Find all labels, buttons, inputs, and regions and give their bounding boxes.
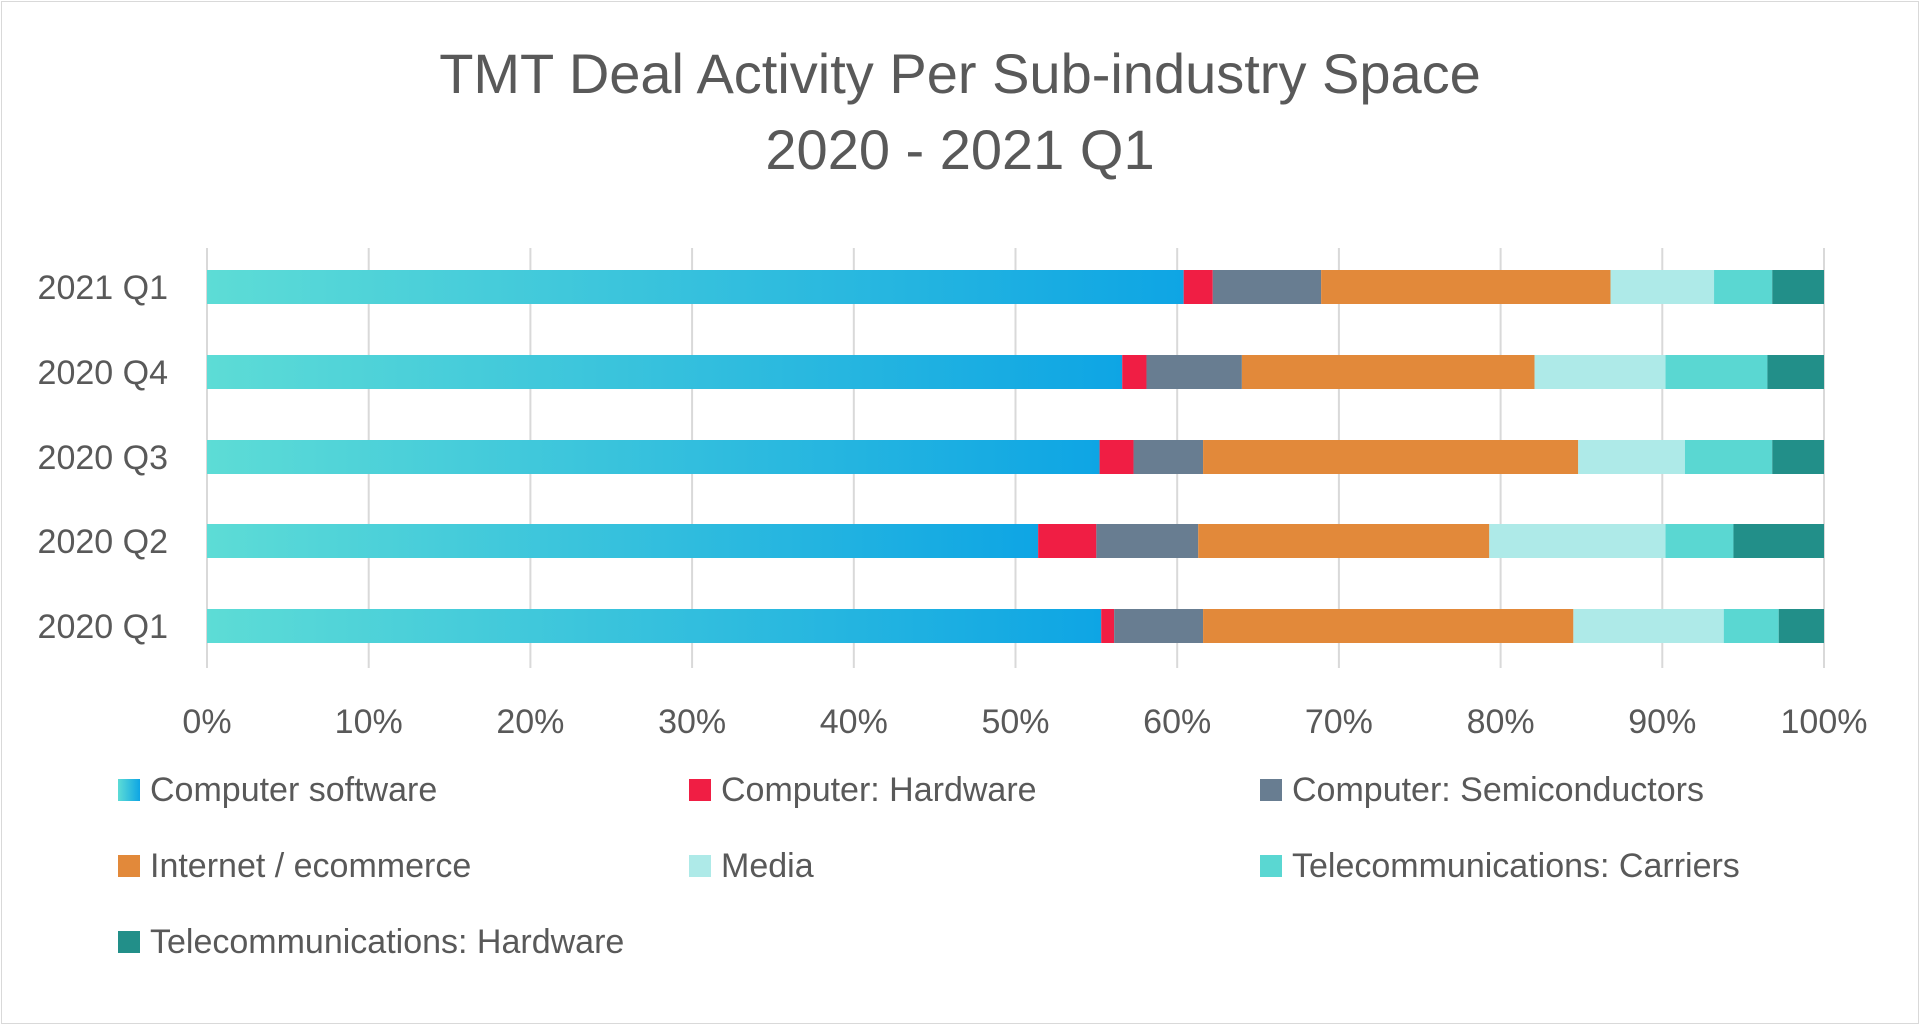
bar-segment bbox=[1714, 270, 1773, 304]
chart-title: TMT Deal Activity Per Sub-industry Space bbox=[439, 42, 1481, 105]
bar-segment bbox=[1778, 609, 1824, 643]
bar-segment bbox=[207, 609, 1102, 643]
x-tick-label: 100% bbox=[1781, 703, 1868, 741]
y-axis-labels: 2021 Q1 2020 Q4 2020 Q3 2020 Q2 2020 Q1 bbox=[38, 269, 168, 646]
bar-segment bbox=[1723, 609, 1779, 643]
bar-segment bbox=[1122, 355, 1147, 389]
bar-segment bbox=[1578, 440, 1685, 474]
y-category-label: 2020 Q2 bbox=[38, 523, 168, 561]
bar-segment bbox=[1101, 609, 1115, 643]
bar-segment bbox=[1133, 440, 1204, 474]
bar-segment bbox=[1321, 270, 1611, 304]
x-tick-label: 20% bbox=[496, 703, 564, 741]
x-tick-label: 90% bbox=[1628, 703, 1696, 741]
bar-segment bbox=[1212, 270, 1322, 304]
bar-segment bbox=[207, 524, 1039, 558]
bar-segment bbox=[1772, 270, 1824, 304]
bar-segment bbox=[1767, 355, 1824, 389]
bar-segment bbox=[1489, 524, 1666, 558]
x-tick-label: 60% bbox=[1143, 703, 1211, 741]
x-tick-label: 70% bbox=[1305, 703, 1373, 741]
x-tick-label: 0% bbox=[182, 703, 231, 741]
y-category-label: 2020 Q4 bbox=[38, 354, 168, 392]
chart-subtitle: 2020 - 2021 Q1 bbox=[765, 118, 1155, 181]
bar-segment bbox=[1203, 440, 1579, 474]
bar-segment bbox=[1573, 609, 1724, 643]
bar-segment bbox=[1096, 524, 1199, 558]
bars bbox=[207, 270, 1824, 643]
bar-segment bbox=[1203, 609, 1574, 643]
bar-segment bbox=[1534, 355, 1666, 389]
bar-segment bbox=[1038, 524, 1097, 558]
bar-segment bbox=[1114, 609, 1204, 643]
bar-segment bbox=[1684, 440, 1773, 474]
bar-segment bbox=[1665, 524, 1734, 558]
y-category-label: 2020 Q1 bbox=[38, 608, 168, 646]
y-category-label: 2020 Q3 bbox=[38, 439, 168, 477]
bar-segment bbox=[1183, 270, 1213, 304]
x-tick-label: 80% bbox=[1467, 703, 1535, 741]
bar-segment bbox=[1733, 524, 1824, 558]
bar-segment bbox=[1772, 440, 1824, 474]
y-category-label: 2021 Q1 bbox=[38, 269, 168, 307]
bar-segment bbox=[1665, 355, 1768, 389]
x-tick-label: 50% bbox=[981, 703, 1049, 741]
bar-segment bbox=[1198, 524, 1490, 558]
bar-segment bbox=[207, 270, 1184, 304]
bar-segment bbox=[207, 355, 1123, 389]
bar-segment bbox=[1241, 355, 1535, 389]
bar-segment bbox=[1146, 355, 1242, 389]
x-tick-label: 40% bbox=[820, 703, 888, 741]
x-axis-labels: 0% 10% 20% 30% 40% 50% 60% 70% 80% 90% 100% bbox=[182, 703, 1867, 741]
bar-segment bbox=[1099, 440, 1134, 474]
x-tick-label: 30% bbox=[658, 703, 726, 741]
bar-segment bbox=[207, 440, 1100, 474]
x-tick-label: 10% bbox=[335, 703, 403, 741]
bar-segment bbox=[1610, 270, 1715, 304]
